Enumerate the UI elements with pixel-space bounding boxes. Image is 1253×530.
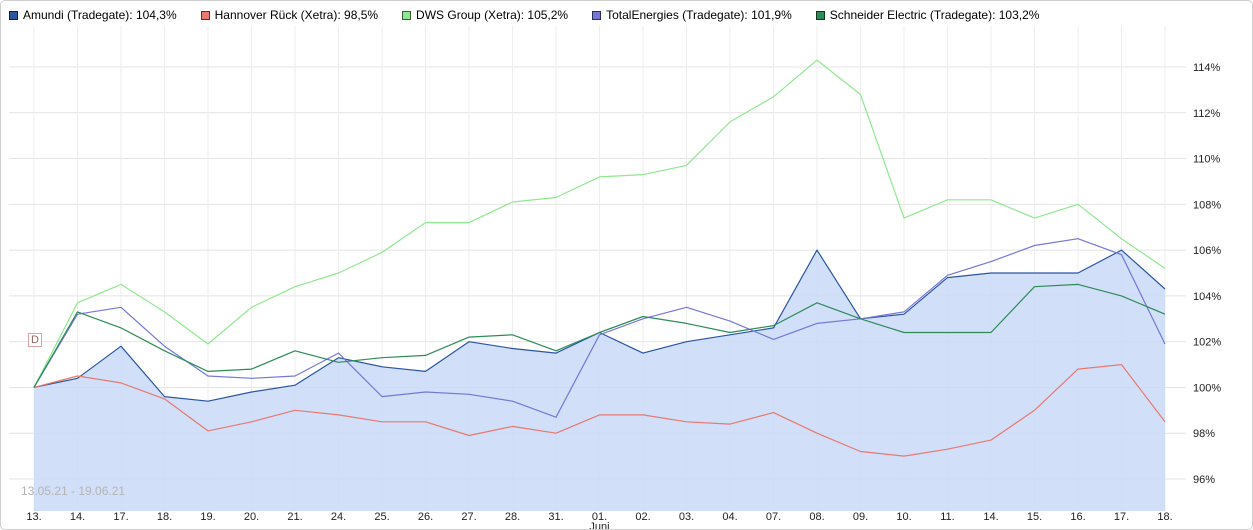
legend-item-amundi[interactable]: Amundi (Tradegate): 104,3% xyxy=(9,8,177,22)
x-axis-label: 27. xyxy=(461,511,476,523)
legend-label-totalenergies: TotalEnergies (Tradegate): 101,9% xyxy=(606,8,792,22)
x-axis-label: 26. xyxy=(418,511,433,523)
x-axis-label: 04. xyxy=(722,511,737,523)
series-line-totalenergies-tradegate xyxy=(33,238,1166,418)
x-axis-label: 11. xyxy=(940,511,954,523)
legend-swatch-hannover-rueck xyxy=(200,10,210,20)
x-axis-label: 17. xyxy=(1114,511,1129,523)
series-line-dws-group-xetra xyxy=(33,59,1166,388)
legend-label-schneider-electric: Schneider Electric (Tradegate): 103,2% xyxy=(829,8,1040,22)
x-axis-label: 03. xyxy=(679,511,694,523)
y-axis-label: 110% xyxy=(1193,154,1221,166)
x-axis-label: 14. xyxy=(983,511,998,523)
legend-swatch-totalenergies xyxy=(592,10,602,20)
legend-label-dws-group: DWS Group (Xetra): 105,2% xyxy=(416,8,569,22)
legend-item-dws-group[interactable]: DWS Group (Xetra): 105,2% xyxy=(402,8,568,22)
legend-label-amundi: Amundi (Tradegate): 104,3% xyxy=(23,8,177,22)
y-axis-label: 96% xyxy=(1193,474,1215,486)
x-axis-label: 16. xyxy=(1070,511,1085,523)
legend-item-totalenergies[interactable]: TotalEnergies (Tradegate): 101,9% xyxy=(592,8,792,22)
x-axis-label: 31. xyxy=(548,511,563,523)
y-axis-label: 100% xyxy=(1193,382,1221,394)
y-axis-label: 104% xyxy=(1193,291,1221,303)
x-axis-label: 18. xyxy=(1157,511,1172,523)
x-axis-label: 09. xyxy=(853,511,868,523)
x-axis-label: 21. xyxy=(287,511,302,523)
x-axis-label: 17. xyxy=(113,511,128,523)
x-axis-label: 25. xyxy=(374,511,389,523)
y-axis-label: 114% xyxy=(1193,62,1221,74)
x-axis-label: 18. xyxy=(157,511,172,523)
x-axis-label: 20. xyxy=(244,511,259,523)
x-axis-label: 24. xyxy=(331,511,346,523)
y-axis-label: 108% xyxy=(1193,199,1221,211)
x-axis-label: 28. xyxy=(505,511,520,523)
x-axis-label: 13. xyxy=(26,511,41,523)
legend-label-hannover-rueck: Hannover Rück (Xetra): 98,5% xyxy=(214,8,379,22)
x-axis-label: 07. xyxy=(766,511,781,523)
x-axis-label: 01. xyxy=(592,511,607,523)
legend-swatch-schneider-electric xyxy=(815,10,825,20)
area-fill-amundi-tradegate xyxy=(34,250,1165,511)
legend-item-hannover-rueck[interactable]: Hannover Rück (Xetra): 98,5% xyxy=(200,8,379,22)
x-axis-label: 14. xyxy=(70,511,85,523)
dividend-marker[interactable]: D xyxy=(28,333,42,347)
x-axis-label: 08. xyxy=(809,511,824,523)
x-axis-label: 10. xyxy=(896,511,911,523)
chart-legend: Amundi (Tradegate): 104,3% Hannover Rück… xyxy=(9,8,1039,22)
y-axis-label: 106% xyxy=(1193,245,1221,257)
x-axis-label: 19. xyxy=(200,511,215,523)
y-axis-label: 112% xyxy=(1193,108,1221,120)
x-axis-label: 02. xyxy=(635,511,650,523)
legend-item-schneider-electric[interactable]: Schneider Electric (Tradegate): 103,2% xyxy=(815,8,1040,22)
legend-swatch-amundi xyxy=(9,10,18,20)
series-line-hannover-r-ck-xetra xyxy=(33,364,1166,457)
y-axis-label: 102% xyxy=(1193,337,1221,349)
series-line-schneider-electric-tradegate xyxy=(33,283,1166,388)
month-label: Juni xyxy=(589,521,609,530)
y-axis-label: 98% xyxy=(1193,428,1215,440)
date-range-label: 13.05.21 - 19.06.21 xyxy=(21,484,126,498)
legend-swatch-dws-group xyxy=(402,10,412,20)
x-axis-label: 15. xyxy=(1027,511,1042,523)
